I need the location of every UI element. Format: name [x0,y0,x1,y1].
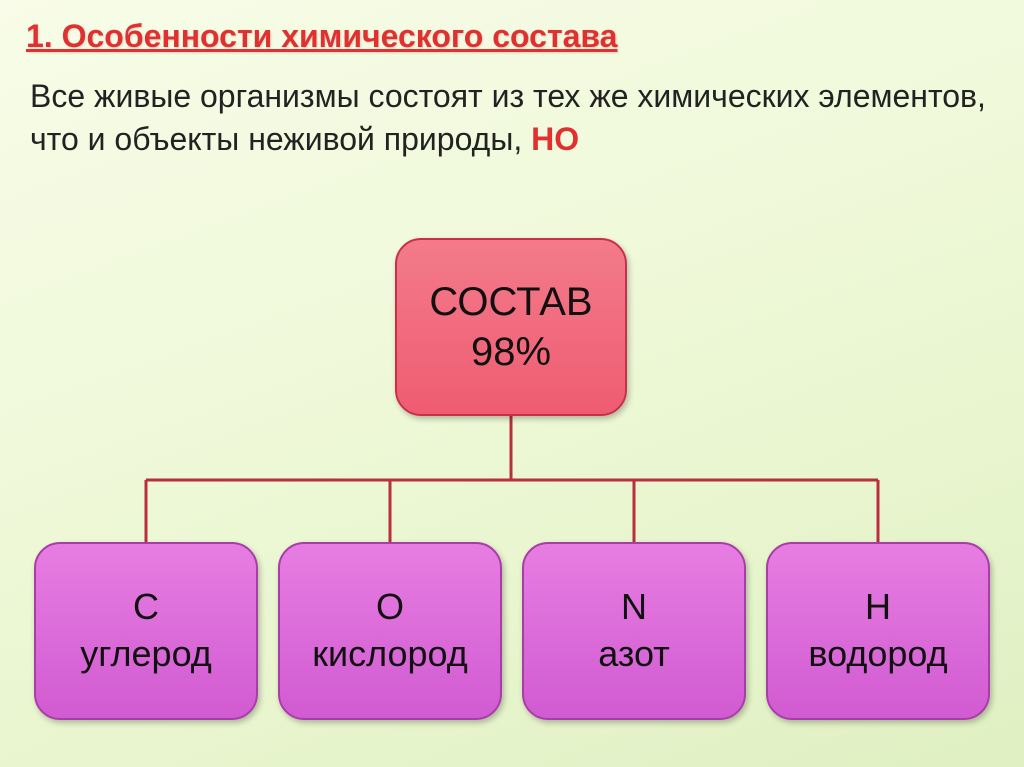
child-node-hydrogen: H водород [766,542,990,720]
root-line1: СОСТАВ [429,277,592,327]
element-symbol: O [376,584,404,631]
element-name: кислород [312,631,468,678]
slide-title: 1. Особенности химического состава [0,0,1024,55]
child-node-carbon: C углерод [34,542,258,720]
hierarchy-diagram: СОСТАВ 98% C углерод O кислород N азот H… [0,230,1024,750]
element-symbol: C [133,584,159,631]
child-node-oxygen: O кислород [278,542,502,720]
element-name: водород [808,631,947,678]
paragraph-prefix: Все живые организмы состоят из тех же хи… [30,78,986,157]
paragraph-emphasis: НО [531,121,579,157]
child-node-nitrogen: N азот [522,542,746,720]
element-name: углерод [80,631,212,678]
element-name: азот [598,631,669,678]
element-symbol: H [865,584,891,631]
body-paragraph: Все живые организмы состоят из тех же хи… [0,55,1024,161]
root-line2: 98% [471,327,551,377]
root-node: СОСТАВ 98% [395,238,627,416]
element-symbol: N [621,584,647,631]
